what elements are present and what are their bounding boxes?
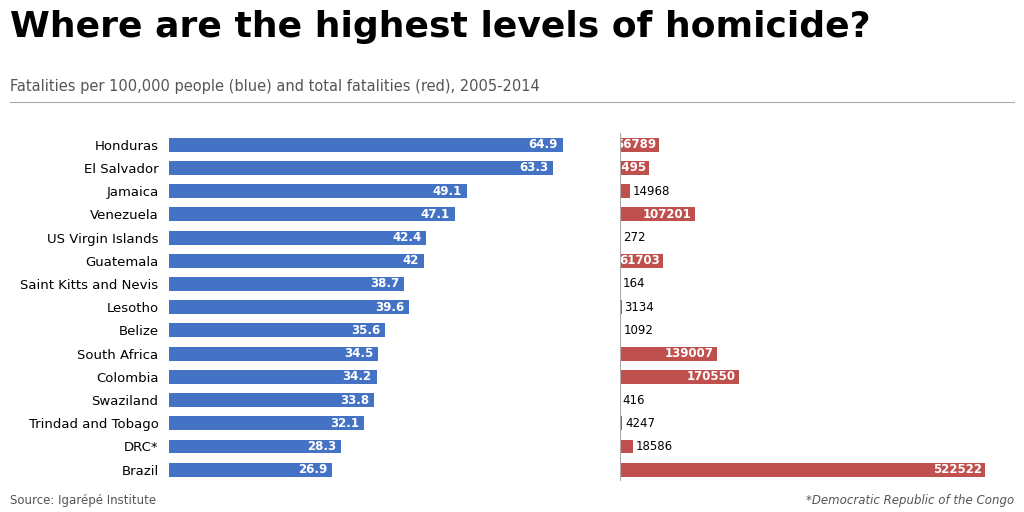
Bar	[169, 207, 455, 221]
Text: 14968: 14968	[633, 185, 671, 198]
Text: 64.9: 64.9	[528, 138, 558, 151]
Text: 32.1: 32.1	[330, 417, 359, 430]
Bar	[620, 300, 622, 314]
Bar	[620, 463, 985, 477]
Bar	[169, 439, 341, 454]
Bar	[169, 161, 553, 175]
Bar	[169, 347, 379, 360]
Bar	[169, 254, 424, 268]
Text: 49.1: 49.1	[433, 185, 462, 198]
Text: 38.7: 38.7	[370, 278, 399, 290]
Bar	[620, 161, 649, 175]
Text: 272: 272	[623, 231, 645, 244]
Bar	[169, 277, 403, 291]
Text: 42.4: 42.4	[392, 231, 422, 244]
Bar	[169, 184, 467, 198]
Bar	[620, 370, 739, 384]
Text: 35.6: 35.6	[351, 324, 380, 337]
Text: 26.9: 26.9	[298, 463, 328, 476]
Text: 416: 416	[623, 394, 645, 407]
Bar	[169, 393, 374, 407]
Text: Fatalities per 100,000 people (blue) and total fatalities (red), 2005-2014: Fatalities per 100,000 people (blue) and…	[10, 79, 540, 94]
Text: 47.1: 47.1	[421, 208, 450, 221]
Text: 164: 164	[623, 278, 645, 290]
Text: 107201: 107201	[643, 208, 691, 221]
Bar	[169, 230, 426, 245]
Text: 3134: 3134	[625, 301, 654, 314]
Text: 28.3: 28.3	[307, 440, 336, 453]
Bar	[620, 416, 623, 430]
Bar	[169, 416, 364, 430]
Bar	[620, 439, 633, 454]
Bar	[620, 184, 630, 198]
Text: 42495: 42495	[605, 161, 646, 175]
Bar	[169, 300, 410, 314]
Text: 33.8: 33.8	[340, 394, 370, 407]
Text: 63.3: 63.3	[519, 161, 549, 175]
Text: 56789: 56789	[615, 138, 656, 151]
Bar	[620, 347, 717, 360]
Text: 4247: 4247	[626, 417, 655, 430]
Text: 139007: 139007	[665, 347, 714, 360]
Bar	[169, 463, 332, 477]
Text: 1092: 1092	[624, 324, 653, 337]
Text: *Democratic Republic of the Congo: *Democratic Republic of the Congo	[806, 494, 1014, 507]
Text: 522522: 522522	[933, 463, 982, 476]
Text: 18586: 18586	[636, 440, 673, 453]
Text: 39.6: 39.6	[375, 301, 404, 314]
Bar	[620, 207, 694, 221]
Bar	[169, 324, 385, 337]
Bar	[620, 138, 659, 152]
Text: 61703: 61703	[620, 254, 659, 267]
Bar	[169, 138, 563, 152]
Bar	[620, 254, 663, 268]
Text: 42: 42	[402, 254, 419, 267]
Bar	[169, 370, 377, 384]
Text: 34.2: 34.2	[343, 370, 372, 383]
Text: 34.5: 34.5	[344, 347, 374, 360]
Text: Source: Igarépé Institute: Source: Igarépé Institute	[10, 494, 157, 507]
Text: Where are the highest levels of homicide?: Where are the highest levels of homicide…	[10, 10, 870, 44]
Text: 170550: 170550	[687, 370, 736, 383]
